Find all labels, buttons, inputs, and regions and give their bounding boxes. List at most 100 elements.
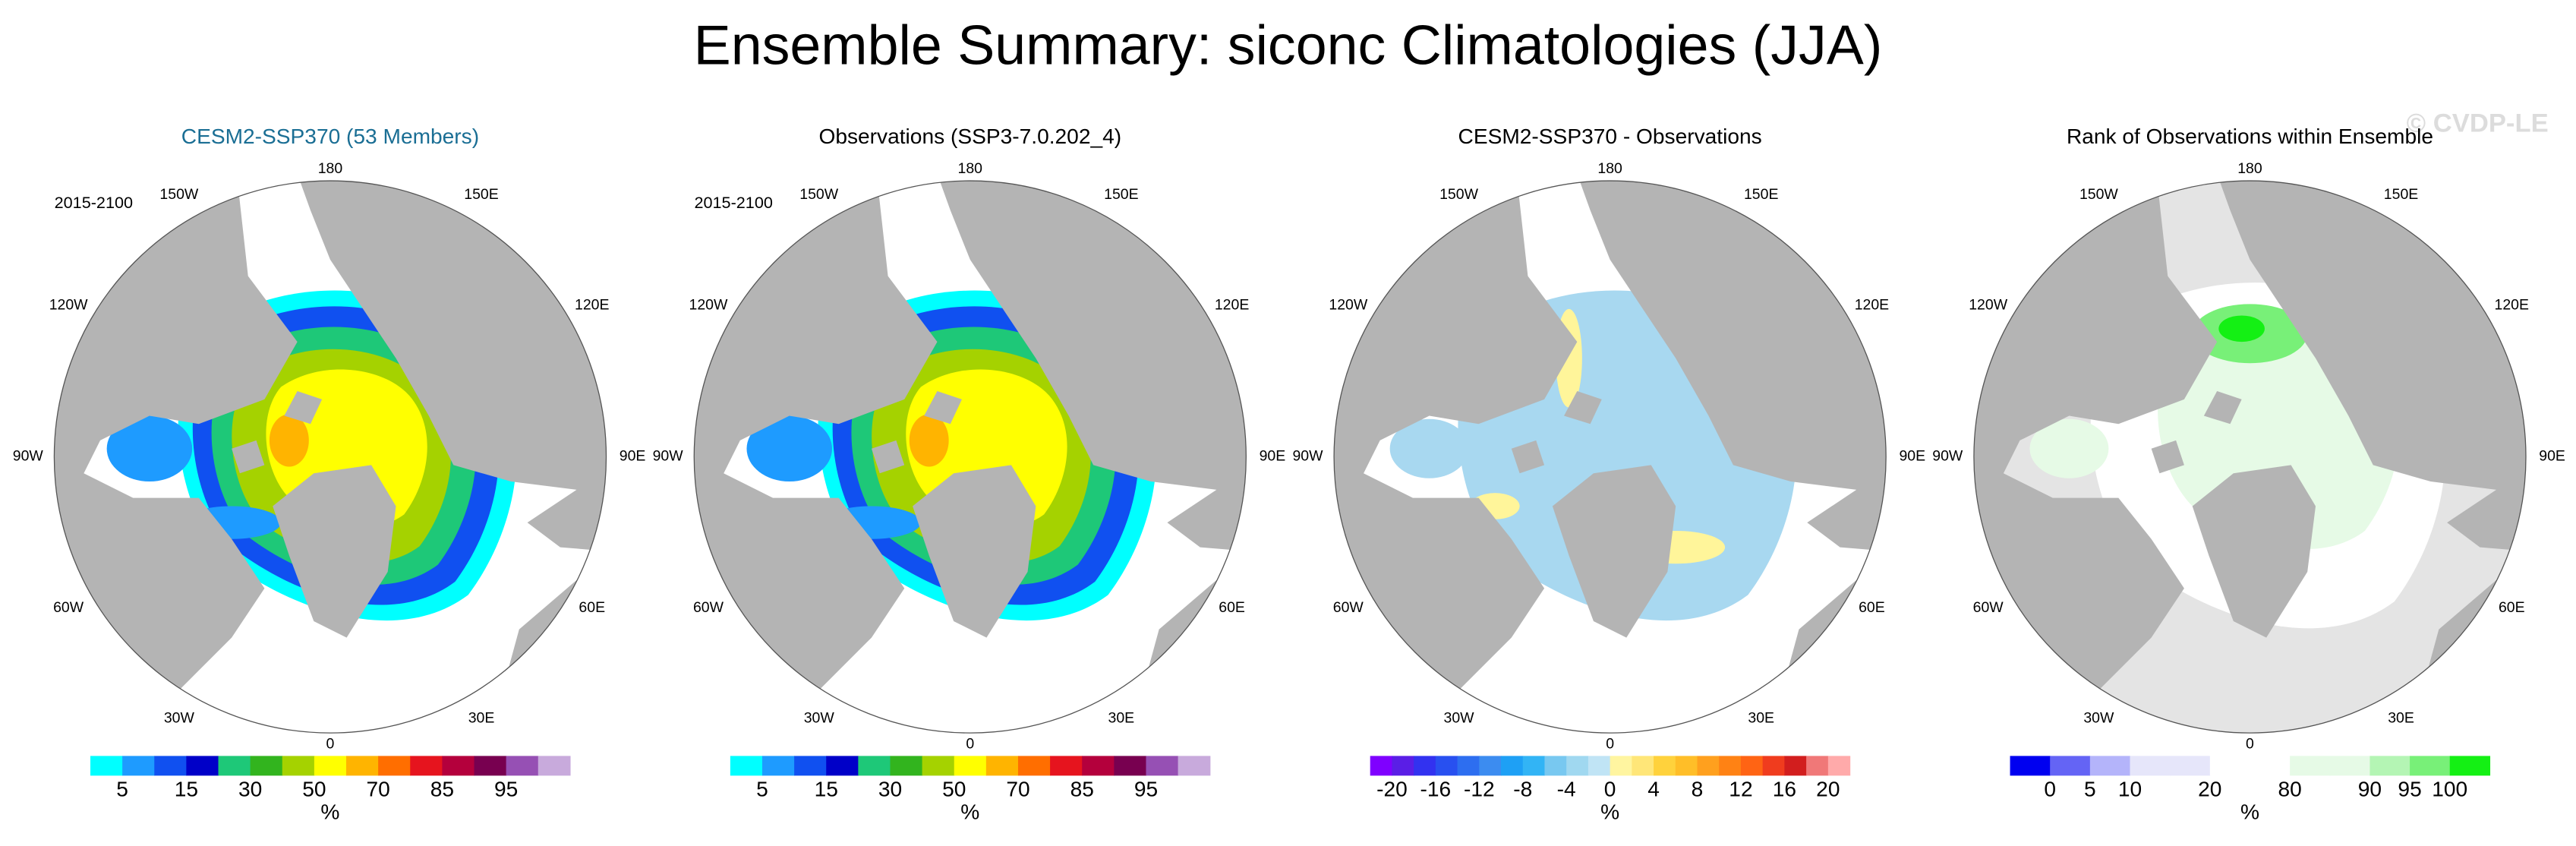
longitude-label: 120W [49, 297, 88, 314]
colorbar-box [1697, 756, 1720, 776]
colorbar-label: 8 [1692, 777, 1704, 800]
watermark: © CVDP-LE [2407, 109, 2549, 138]
longitude-label: 90W [1292, 448, 1323, 465]
colorbar-box [730, 756, 763, 776]
period-label: 2015-2100 [55, 193, 133, 212]
longitude-label: 180 [2237, 160, 2262, 177]
longitude-label: 60E [579, 599, 605, 616]
colorbar-box [186, 756, 219, 776]
panel-title: Observations (SSP3-7.0.202_4) [818, 125, 1121, 148]
longitude-label: 0 [966, 735, 974, 752]
longitude-label: 90W [653, 448, 684, 465]
map [693, 180, 1247, 734]
colorbar-box [1675, 756, 1698, 776]
colorbar-label: 30 [238, 777, 262, 800]
colorbar-box [90, 756, 123, 776]
longitude-label: 120E [2495, 297, 2529, 314]
colorbar-box [1719, 756, 1742, 776]
longitude-label: 150E [464, 186, 498, 203]
colorbar-label: 95 [2398, 777, 2421, 800]
colorbar-box [282, 756, 315, 776]
figure-title: Ensemble Summary: siconc Climatologies (… [694, 13, 1883, 76]
longitude-label: 180 [1597, 160, 1622, 177]
colorbar-box [1457, 756, 1480, 776]
colorbar-label: 12 [1729, 777, 1752, 800]
colorbar-box [2290, 756, 2331, 776]
colorbar-unit: % [960, 800, 979, 824]
longitude-label: 30W [2083, 710, 2114, 727]
colorbar-label: 80 [2278, 777, 2301, 800]
colorbar-label: 16 [1773, 777, 1796, 800]
colorbar-box [1414, 756, 1436, 776]
colorbar-label: 70 [366, 777, 389, 800]
colorbar-box [954, 756, 987, 776]
colorbar-label: -16 [1420, 777, 1452, 800]
colorbar-label: 4 [1647, 777, 1660, 800]
colorbar-box [1806, 756, 1829, 776]
longitude-label: 150E [1744, 186, 1778, 203]
map [1973, 180, 2527, 734]
colorbar-box [1435, 756, 1458, 776]
colorbar-label: 0 [1604, 777, 1616, 800]
longitude-label: 120E [1215, 297, 1249, 314]
longitude-label: 60E [2499, 599, 2525, 616]
map [1333, 180, 1887, 734]
panel-title: CESM2-SSP370 (53 Members) [181, 125, 479, 148]
longitude-label: 60W [1973, 599, 2004, 616]
colorbar-label: 100 [2432, 777, 2467, 800]
longitude-label: 30E [1108, 710, 1135, 727]
map-border [1333, 180, 1887, 734]
colorbar-label: 70 [1006, 777, 1029, 800]
colorbar-box [1566, 756, 1589, 776]
longitude-label: 150E [2384, 186, 2418, 203]
longitude-label: 30E [2388, 710, 2414, 727]
map [53, 180, 607, 734]
longitude-label: 150W [2079, 186, 2118, 203]
longitude-label: 120E [1855, 297, 1889, 314]
colorbar-label: -12 [1464, 777, 1495, 800]
colorbar-box [2130, 756, 2171, 776]
longitude-label: 30W [164, 710, 195, 727]
colorbar-label: 5 [756, 777, 768, 800]
longitude-label: 60W [53, 599, 84, 616]
colorbar-box [985, 756, 1019, 776]
colorbar-box [1082, 756, 1115, 776]
longitude-label: 120W [1329, 297, 1367, 314]
colorbar-label: 50 [302, 777, 326, 800]
colorbar-box [1178, 756, 1211, 776]
colorbar-label: -8 [1513, 777, 1532, 800]
longitude-label: 150W [1439, 186, 1478, 203]
colorbar-box [378, 756, 411, 776]
colorbar-label: 85 [430, 777, 454, 800]
longitude-label: 30E [468, 710, 495, 727]
colorbar-box [1784, 756, 1807, 776]
colorbar-box [1501, 756, 1524, 776]
colorbar-box [2050, 756, 2091, 776]
colorbar-box [826, 756, 859, 776]
longitude-label: 30W [1444, 710, 1475, 727]
map-border [1973, 180, 2527, 734]
colorbar-box [2209, 756, 2251, 776]
colorbar-label: 10 [2118, 777, 2142, 800]
colorbar-label: 30 [878, 777, 902, 800]
longitude-label: 60E [1219, 599, 1245, 616]
longitude-label: 0 [326, 735, 335, 752]
colorbar-box [2369, 756, 2410, 776]
colorbar-label: 50 [942, 777, 966, 800]
panel-title: Rank of Observations within Ensemble [2067, 125, 2433, 148]
period-label: 2015-2100 [694, 193, 772, 212]
colorbar-box [1392, 756, 1414, 776]
colorbar-box [2250, 756, 2291, 776]
longitude-label: 150W [799, 186, 838, 203]
longitude-label: 90E [2539, 448, 2565, 465]
colorbar-unit: % [320, 800, 339, 824]
colorbar-label: 20 [1816, 777, 1840, 800]
longitude-label: 120W [1969, 297, 2007, 314]
colorbar-box [2089, 756, 2131, 776]
longitude-label: 60E [1859, 599, 1885, 616]
colorbar-box [922, 756, 955, 776]
colorbar-box [474, 756, 507, 776]
colorbar-box [2170, 756, 2211, 776]
colorbar-box [1762, 756, 1786, 776]
